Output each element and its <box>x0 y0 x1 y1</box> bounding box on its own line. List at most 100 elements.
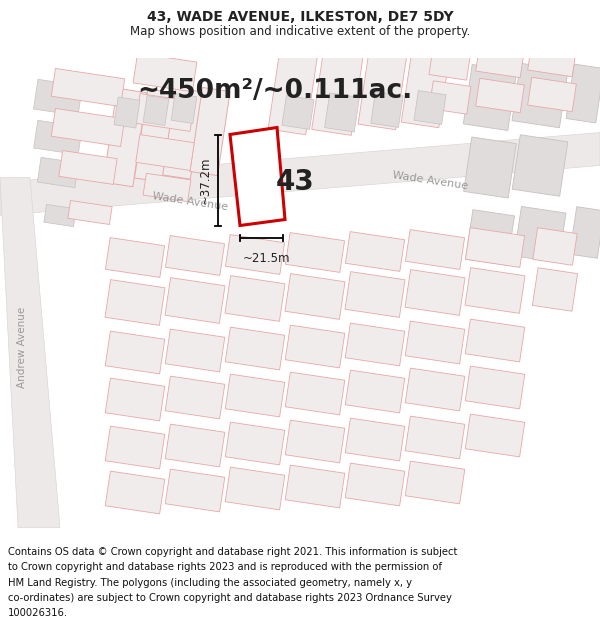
Polygon shape <box>465 366 525 409</box>
Polygon shape <box>285 274 345 319</box>
Polygon shape <box>34 79 82 116</box>
Polygon shape <box>165 469 225 512</box>
Polygon shape <box>105 378 165 421</box>
Polygon shape <box>225 422 285 465</box>
Polygon shape <box>225 276 285 321</box>
Text: Andrew Avenue: Andrew Avenue <box>17 307 27 388</box>
Polygon shape <box>527 78 577 112</box>
Polygon shape <box>105 331 165 374</box>
Polygon shape <box>165 278 225 323</box>
Polygon shape <box>133 53 197 92</box>
Polygon shape <box>569 207 600 258</box>
Polygon shape <box>512 135 568 196</box>
Text: HM Land Registry. The polygons (including the associated geometry, namely x, y: HM Land Registry. The polygons (includin… <box>8 578 412 587</box>
Polygon shape <box>0 177 60 528</box>
Polygon shape <box>345 370 405 413</box>
Polygon shape <box>225 374 285 417</box>
Polygon shape <box>114 97 140 128</box>
Polygon shape <box>406 229 464 269</box>
Text: co-ordinates) are subject to Crown copyright and database rights 2023 Ordnance S: co-ordinates) are subject to Crown copyr… <box>8 592 452 602</box>
Polygon shape <box>512 63 568 128</box>
Text: ~21.5m: ~21.5m <box>243 251 290 264</box>
Polygon shape <box>345 463 405 506</box>
Polygon shape <box>134 89 175 182</box>
Polygon shape <box>136 94 194 131</box>
Polygon shape <box>405 461 465 504</box>
Polygon shape <box>358 15 412 130</box>
Polygon shape <box>268 20 322 135</box>
Polygon shape <box>514 206 566 262</box>
Polygon shape <box>465 414 525 457</box>
Polygon shape <box>230 127 285 226</box>
Polygon shape <box>0 132 600 216</box>
Text: 43, WADE AVENUE, ILKESTON, DE7 5DY: 43, WADE AVENUE, ILKESTON, DE7 5DY <box>146 10 454 24</box>
Polygon shape <box>345 272 405 318</box>
Polygon shape <box>371 92 403 128</box>
Polygon shape <box>285 465 345 508</box>
Polygon shape <box>285 420 345 463</box>
Polygon shape <box>566 64 600 123</box>
Text: 43: 43 <box>275 169 314 196</box>
Polygon shape <box>463 64 517 131</box>
Polygon shape <box>105 426 165 469</box>
Text: ~450m²/~0.111ac.: ~450m²/~0.111ac. <box>137 79 413 104</box>
Polygon shape <box>166 236 224 276</box>
Text: Wade Avenue: Wade Avenue <box>152 191 229 212</box>
Polygon shape <box>414 91 446 124</box>
Text: Contains OS data © Crown copyright and database right 2021. This information is : Contains OS data © Crown copyright and d… <box>8 548 457 558</box>
Polygon shape <box>52 109 125 146</box>
Polygon shape <box>143 96 169 126</box>
Text: ~37.2m: ~37.2m <box>199 156 212 204</box>
Polygon shape <box>401 15 455 128</box>
Polygon shape <box>44 204 76 227</box>
Polygon shape <box>345 323 405 366</box>
Polygon shape <box>165 329 225 372</box>
Text: Wade Avenue: Wade Avenue <box>392 170 469 191</box>
Polygon shape <box>466 228 524 268</box>
Polygon shape <box>105 471 165 514</box>
Polygon shape <box>532 268 578 311</box>
Polygon shape <box>465 268 525 313</box>
Polygon shape <box>226 234 284 274</box>
Polygon shape <box>405 368 465 411</box>
Polygon shape <box>165 424 225 467</box>
Polygon shape <box>136 134 194 171</box>
Polygon shape <box>345 418 405 461</box>
Polygon shape <box>103 88 147 187</box>
Polygon shape <box>171 94 197 124</box>
Polygon shape <box>312 16 368 136</box>
Polygon shape <box>225 327 285 370</box>
Polygon shape <box>34 121 82 154</box>
Polygon shape <box>527 42 577 77</box>
Text: Map shows position and indicative extent of the property.: Map shows position and indicative extent… <box>130 25 470 38</box>
Polygon shape <box>286 232 344 272</box>
Polygon shape <box>429 81 471 114</box>
Polygon shape <box>163 88 203 179</box>
Polygon shape <box>68 201 112 224</box>
Polygon shape <box>464 137 517 198</box>
Polygon shape <box>476 78 524 112</box>
Polygon shape <box>533 228 577 265</box>
Polygon shape <box>59 151 117 184</box>
Polygon shape <box>105 279 165 326</box>
Polygon shape <box>346 232 404 271</box>
Text: 100026316.: 100026316. <box>8 608 68 618</box>
Polygon shape <box>37 158 79 188</box>
Polygon shape <box>143 173 191 202</box>
Polygon shape <box>285 372 345 415</box>
Polygon shape <box>466 209 514 266</box>
Polygon shape <box>52 69 125 106</box>
Text: to Crown copyright and database rights 2023 and is reproduced with the permissio: to Crown copyright and database rights 2… <box>8 562 442 572</box>
Polygon shape <box>225 467 285 510</box>
Polygon shape <box>282 96 314 129</box>
Polygon shape <box>165 376 225 419</box>
Polygon shape <box>285 325 345 368</box>
Polygon shape <box>405 269 465 316</box>
Polygon shape <box>106 238 164 278</box>
Polygon shape <box>405 416 465 459</box>
Polygon shape <box>190 88 230 176</box>
Polygon shape <box>476 43 524 78</box>
Polygon shape <box>429 45 471 80</box>
Polygon shape <box>465 319 525 362</box>
Polygon shape <box>405 321 465 364</box>
